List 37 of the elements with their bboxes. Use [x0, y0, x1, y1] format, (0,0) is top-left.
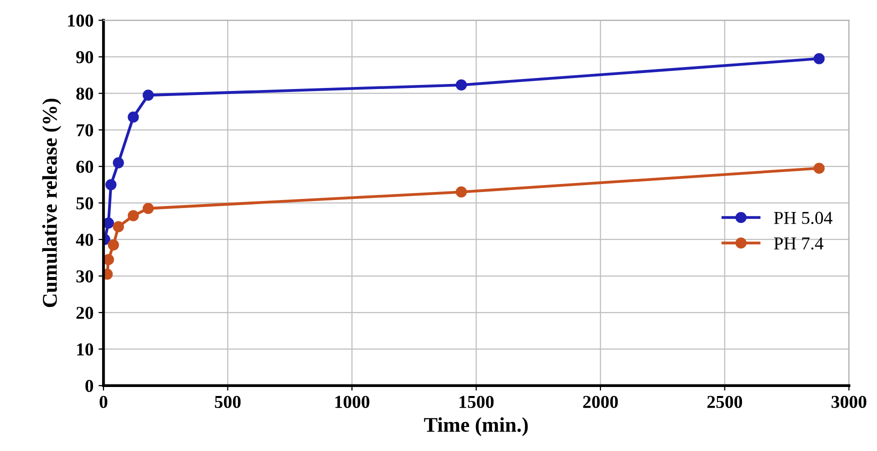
y-axis-title: Cumulative release (%): [42, 98, 62, 308]
y-tick-label: 0: [85, 380, 94, 392]
y-tick-label: 20: [76, 306, 94, 319]
y-tick-label: 50: [76, 197, 94, 210]
x-tick-label: 2500: [707, 396, 742, 408]
point: [456, 186, 467, 198]
x-tick-label: 1000: [335, 396, 370, 408]
x-tick-label: 0: [100, 396, 108, 408]
y-tick-label: 40: [76, 234, 94, 246]
y-tick-label: 70: [76, 124, 94, 136]
legend-label: PH 7.4: [774, 237, 824, 250]
y-tick-label: 30: [76, 270, 94, 282]
y-tick-label: 80: [76, 88, 94, 100]
x-tick-label: 3000: [832, 396, 866, 408]
point: [108, 239, 119, 251]
y-tick-label: 100: [68, 14, 94, 27]
point: [103, 268, 113, 280]
point: [128, 210, 139, 222]
y-tick-label: 10: [77, 343, 94, 356]
point: [142, 202, 154, 214]
point: [103, 254, 114, 266]
x-axis-title: Time (min.): [424, 417, 528, 436]
point: [814, 53, 825, 64]
point: [814, 162, 825, 174]
point: [128, 112, 139, 123]
x-tick-label: 2000: [583, 396, 618, 408]
point: [142, 90, 154, 101]
y-tick-label: 90: [76, 51, 94, 64]
y-tick-label: 60: [76, 160, 94, 173]
point: [105, 179, 116, 190]
point: [112, 157, 124, 168]
x-tick-label: 500: [214, 396, 241, 408]
x-tick-label: 1500: [460, 396, 494, 408]
legend-label: PH 5.04: [774, 212, 832, 224]
point: [112, 221, 124, 232]
point: [103, 217, 114, 229]
point: [456, 79, 467, 91]
